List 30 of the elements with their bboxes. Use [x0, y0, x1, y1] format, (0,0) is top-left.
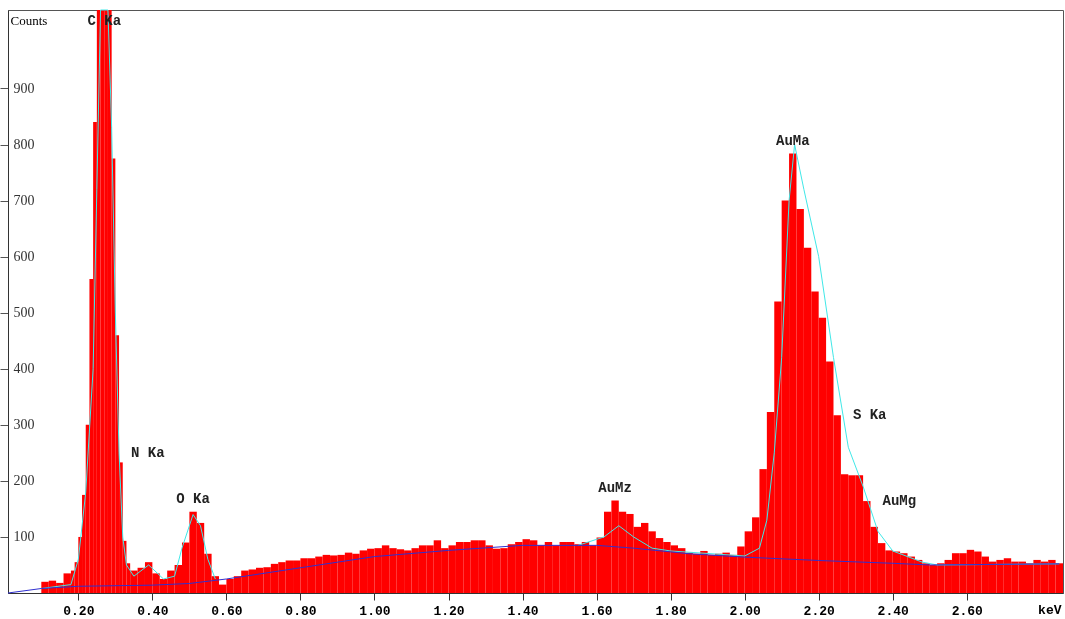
y-tick-label: 700: [13, 193, 35, 209]
y-tick-label: 800: [13, 137, 35, 153]
x-tick-label: 2.20: [803, 603, 835, 619]
x-tick-label: 2.00: [729, 603, 761, 619]
annotation: O Ka: [176, 490, 211, 507]
annotation: AuMz: [598, 479, 632, 496]
x-tick-label: 2.40: [877, 603, 910, 619]
x-tick-label: 1.20: [433, 603, 465, 619]
x-tick-label: 1.40: [507, 603, 539, 619]
y-tick-label: 400: [13, 361, 35, 377]
x-tick-label: 0.20: [63, 603, 95, 619]
annotation: S Ka: [852, 407, 888, 424]
y-tick-label: 200: [13, 473, 35, 489]
y-axis-title: Counts: [10, 12, 48, 28]
x-tick-label: 0.40: [137, 603, 169, 619]
y-tick-label: 900: [13, 80, 35, 96]
y-tick-label: 100: [13, 529, 35, 545]
y-tick-label: 300: [13, 417, 35, 433]
x-tick-label: 1.00: [359, 603, 391, 619]
x-tick-label: 1.80: [655, 603, 687, 619]
y-tick-label: 500: [13, 305, 35, 321]
x-tick-label: 0.60: [211, 603, 243, 619]
x-tick-label: 1.60: [581, 603, 613, 619]
x-tick-label: 0.80: [285, 603, 317, 619]
y-tick-label: 600: [13, 249, 35, 265]
annotation: AuMa: [775, 132, 811, 149]
annotation: N Ka: [131, 444, 166, 461]
annotation: AuMg: [882, 493, 917, 510]
x-tick-label: 2.60: [951, 603, 984, 619]
x-axis-title: keV: [1038, 602, 1062, 618]
